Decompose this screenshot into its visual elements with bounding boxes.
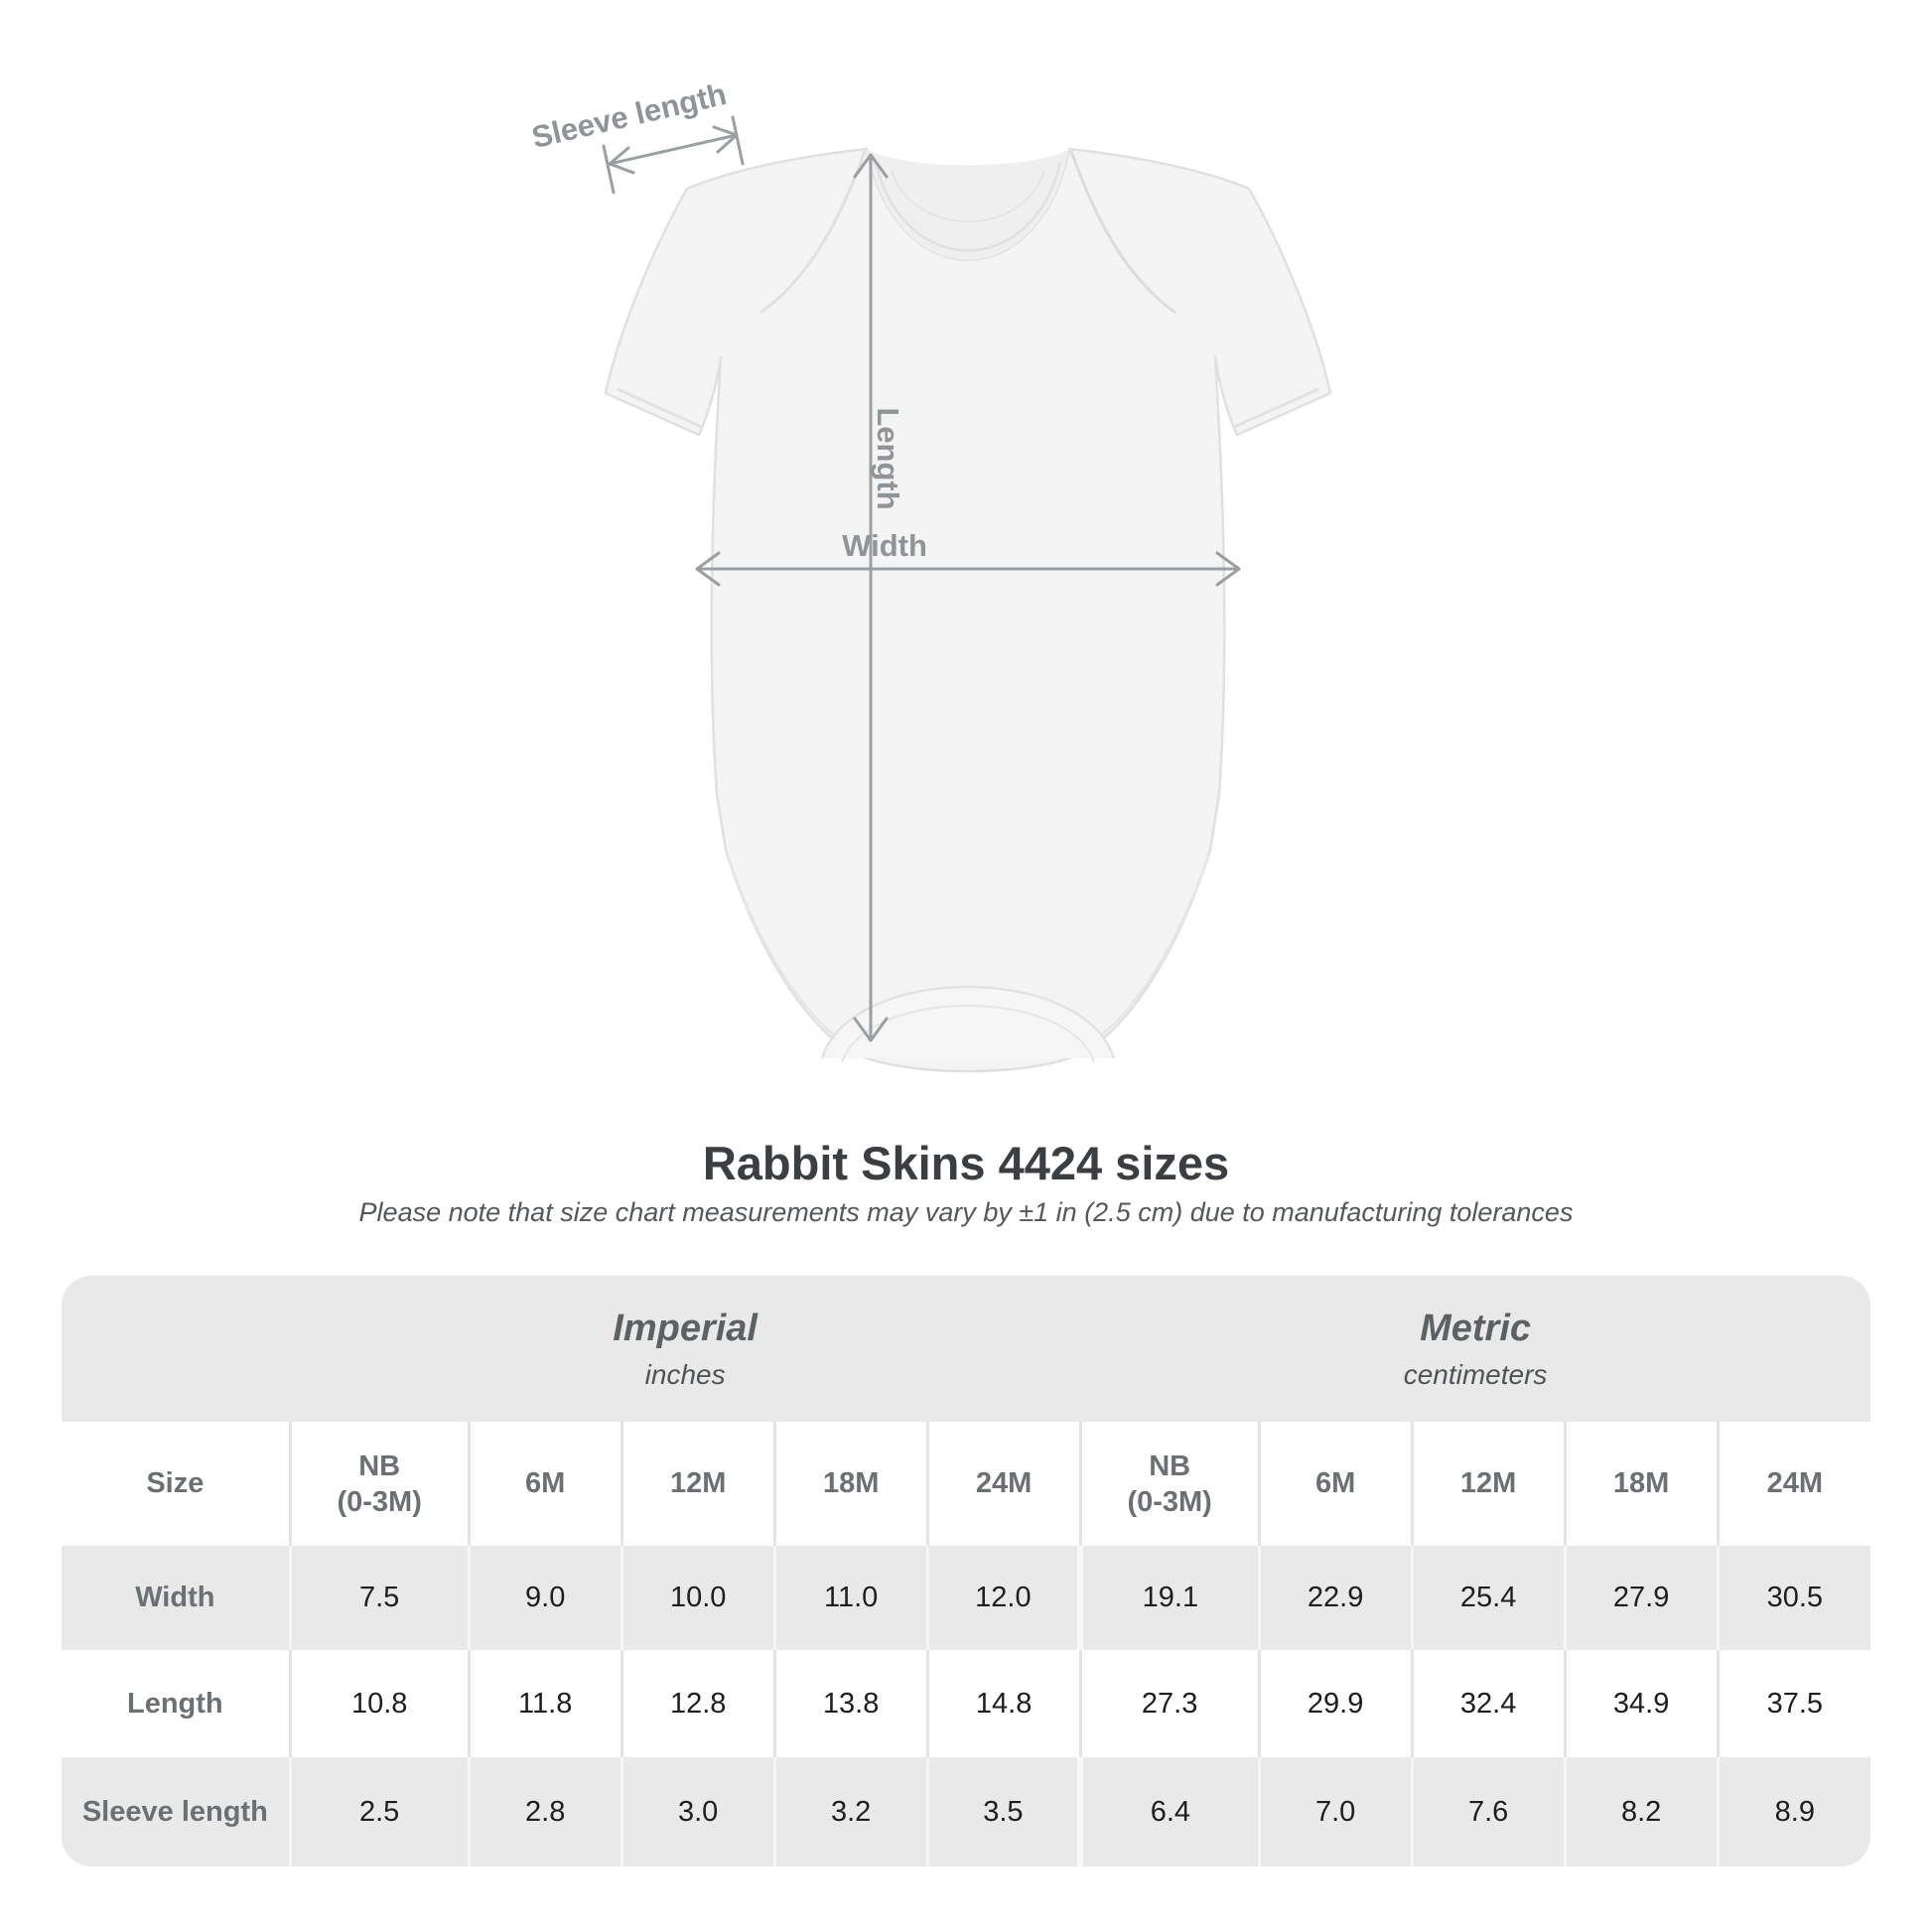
- value-cell: 2.5: [288, 1757, 470, 1866]
- width-label: Width: [842, 528, 927, 563]
- value-cell: 11.0: [772, 1546, 928, 1650]
- size-table: Imperial inches Metric centimeters Size …: [62, 1276, 1870, 1866]
- unit-group-spacer: [62, 1276, 290, 1422]
- size-col-header: 6M: [467, 1422, 622, 1546]
- size-col-header: 18M: [772, 1422, 928, 1546]
- collar-band-line: [874, 161, 1062, 252]
- left-leg-binding: [726, 855, 849, 1046]
- row-label: Length: [127, 1687, 223, 1720]
- size-header: Size: [146, 1467, 205, 1499]
- value-cell: 6.4: [1077, 1757, 1260, 1866]
- sleeve-length-row: Sleeve length 2.5 2.8 3.0 3.2 3.5 6.4 7.…: [62, 1757, 1870, 1866]
- value-cell: 14.8: [925, 1650, 1081, 1757]
- left-shoulder-seam: [759, 150, 867, 315]
- crotch-flap: [820, 985, 1116, 1059]
- value-cell: 7.0: [1257, 1757, 1413, 1866]
- metric-label: Metric: [1420, 1307, 1532, 1349]
- value-cell: 30.5: [1716, 1546, 1870, 1650]
- size-table-card: Imperial inches Metric centimeters Size …: [62, 1276, 1870, 1866]
- page-title: Rabbit Skins 4424 sizes: [702, 1137, 1230, 1189]
- metric-unit: centimeters: [1403, 1358, 1548, 1390]
- right-shoulder-seam: [1069, 150, 1176, 315]
- row-label: Sleeve length: [81, 1795, 268, 1828]
- value-cell: 10.0: [620, 1546, 775, 1650]
- size-col-header: 24M: [925, 1422, 1081, 1546]
- value-cell: 3.2: [772, 1757, 928, 1866]
- sleeve-length-arrow: [602, 115, 745, 195]
- size-col-header: 18M: [1563, 1422, 1719, 1546]
- baby-bodysuit-illustration: [604, 147, 1332, 1073]
- size-col-header: NB (0-3M): [1078, 1422, 1260, 1546]
- value-cell: 12.8: [620, 1650, 775, 1757]
- crotch-flap-inner-line: [841, 1005, 1095, 1063]
- size-col-header: 6M: [1257, 1422, 1413, 1546]
- length-label: Length: [871, 407, 905, 509]
- value-cell: 7.6: [1410, 1757, 1566, 1866]
- size-col-header: 12M: [1410, 1422, 1566, 1546]
- measurement-annotations: [602, 115, 1241, 1042]
- right-sleeve-hem: [1233, 387, 1319, 429]
- value-cell: 37.5: [1716, 1650, 1870, 1757]
- size-col-header: 12M: [620, 1422, 775, 1546]
- width-arrow: [695, 551, 1241, 587]
- value-cell: 22.9: [1257, 1546, 1413, 1650]
- value-cell: 27.3: [1078, 1650, 1260, 1757]
- value-cell: 3.0: [620, 1757, 775, 1866]
- left-sleeve-hem: [617, 387, 703, 429]
- value-cell: 3.5: [925, 1757, 1081, 1866]
- metric-group-header: Metric centimeters: [1080, 1276, 1870, 1422]
- value-cell: 19.1: [1077, 1546, 1260, 1650]
- imperial-group-header: Imperial inches: [290, 1276, 1080, 1422]
- length-arrow: [853, 153, 889, 1042]
- value-cell: 12.0: [925, 1546, 1081, 1650]
- imperial-label: Imperial: [613, 1307, 758, 1349]
- value-cell: 32.4: [1410, 1650, 1566, 1757]
- value-cell: 13.8: [772, 1650, 928, 1757]
- width-row: Width 7.5 9.0 10.0 11.0 12.0 19.1 22.9 2…: [62, 1546, 1870, 1650]
- length-row: Length 10.8 11.8 12.8 13.8 14.8 27.3 29.…: [62, 1650, 1870, 1757]
- value-cell: 8.2: [1563, 1757, 1719, 1866]
- value-cell: 9.0: [467, 1546, 622, 1650]
- value-cell: 25.4: [1410, 1546, 1566, 1650]
- value-cell: 27.9: [1563, 1546, 1719, 1650]
- bodysuit-body: [604, 147, 1332, 1073]
- value-cell: 34.9: [1563, 1650, 1719, 1757]
- size-header-row: Size NB (0-3M) 6M 12M 18M 24M NB (0-3M) …: [62, 1422, 1870, 1546]
- collar-inner-line: [891, 170, 1045, 222]
- right-leg-binding: [1087, 855, 1210, 1046]
- tolerance-note: Please note that size chart measurements…: [358, 1197, 1574, 1227]
- value-cell: 10.8: [288, 1650, 470, 1757]
- value-cell: 29.9: [1257, 1650, 1413, 1757]
- unit-group-row: Imperial inches Metric centimeters: [62, 1276, 1870, 1422]
- garment-diagram: Sleeve length Length Width: [528, 76, 1332, 1073]
- value-cell: 8.9: [1716, 1757, 1870, 1866]
- value-cell: 11.8: [467, 1650, 622, 1757]
- value-cell: 2.8: [467, 1757, 622, 1866]
- size-col-header: NB (0-3M): [288, 1422, 470, 1546]
- value-cell: 7.5: [288, 1546, 470, 1650]
- row-label: Width: [135, 1582, 215, 1613]
- size-col-header: 24M: [1716, 1422, 1870, 1546]
- imperial-unit: inches: [644, 1358, 726, 1390]
